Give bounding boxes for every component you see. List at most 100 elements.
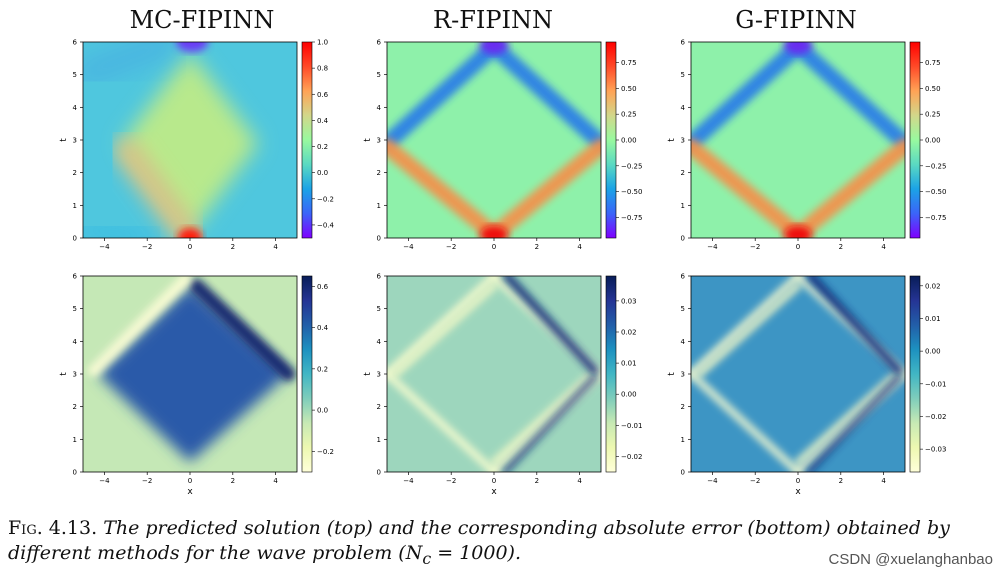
y-tick-label-6-1: 1 bbox=[681, 436, 685, 444]
x-tick-label-3-4: 4 bbox=[881, 243, 886, 251]
x-tick-label-1-1: −2 bbox=[142, 243, 152, 251]
y-tick-label-5-0: 0 bbox=[377, 469, 381, 477]
colorbar-tick-label-3-1: 0.50 bbox=[925, 85, 941, 93]
x-tick-label-2-4: 4 bbox=[577, 243, 582, 251]
x-tick-label-4-0: −4 bbox=[99, 477, 110, 485]
x-tick-label-5-4: 4 bbox=[577, 477, 582, 485]
colorbar-tick-label-3-3: 0.00 bbox=[925, 137, 941, 145]
x-tick-label-4-3: 2 bbox=[231, 477, 235, 485]
colorbar-tick-label-5-2: 0.01 bbox=[621, 360, 637, 368]
y-tick-label-5-5: 5 bbox=[377, 305, 381, 313]
colorbar-tick-label-5-0: 0.03 bbox=[621, 297, 637, 305]
x-tick-label-5-2: 0 bbox=[492, 477, 496, 485]
y-axis-label-6: t bbox=[667, 372, 677, 376]
x-tick-label-5-1: −2 bbox=[446, 477, 456, 485]
y-axis-label-5: t bbox=[363, 372, 373, 376]
x-tick-label-1-3: 2 bbox=[231, 243, 235, 251]
y-axis-label-3: t bbox=[667, 138, 677, 142]
y-axis-label-4: t bbox=[59, 372, 69, 376]
heatmap-field-6 bbox=[691, 276, 905, 472]
colorbar-tick-label-3-2: 0.25 bbox=[925, 111, 941, 119]
y-tick-label-6-3: 3 bbox=[681, 371, 685, 379]
y-tick-label-2-0: 0 bbox=[377, 235, 381, 243]
y-tick-label-4-0: 0 bbox=[73, 469, 77, 477]
colorbar-tick-label-4-3: 0.0 bbox=[317, 407, 328, 415]
x-axis-label-5: x bbox=[491, 487, 497, 497]
colorbar-tick-label-2-5: −0.50 bbox=[621, 188, 642, 196]
colorbar-tick-label-6-0: 0.02 bbox=[925, 282, 941, 290]
x-tick-label-6-3: 2 bbox=[839, 477, 843, 485]
colorbar-tick-label-1-5: 0.0 bbox=[317, 169, 328, 177]
x-tick-label-6-1: −2 bbox=[750, 477, 760, 485]
y-tick-label-3-6: 6 bbox=[681, 39, 686, 47]
y-tick-label-3-5: 5 bbox=[681, 71, 685, 79]
y-tick-label-1-6: 6 bbox=[73, 39, 78, 47]
column-title-mc-fipinn: MC-FIPINN bbox=[129, 6, 275, 34]
colorbar-tick-label-2-0: 0.75 bbox=[621, 59, 637, 67]
y-tick-label-5-1: 1 bbox=[377, 436, 381, 444]
colorbar-tick-label-2-2: 0.25 bbox=[621, 111, 637, 119]
colorbar-4 bbox=[301, 275, 313, 473]
y-tick-label-3-3: 3 bbox=[681, 137, 685, 145]
figure-canvas: −4 −2 0 2 4 0 1 2 3 4 5 6 t 1.0 0.8 0.6 0.4 0.2 0.0 −0.2 −0.… bbox=[59, 39, 946, 498]
colorbar-tick-label-4-0: 0.6 bbox=[317, 283, 329, 291]
colorbar-tick-label-4-2: 0.2 bbox=[317, 365, 328, 373]
y-tick-label-3-1: 1 bbox=[681, 202, 685, 210]
x-axis-label-6: x bbox=[795, 487, 801, 497]
colorbar-tick-label-6-1: 0.01 bbox=[925, 315, 941, 323]
y-tick-label-4-1: 1 bbox=[73, 436, 77, 444]
colorbar-tick-label-2-4: −0.25 bbox=[621, 162, 642, 170]
colorbar-tick-label-3-5: −0.50 bbox=[925, 188, 946, 196]
colorbar-tick-label-1-6: −0.2 bbox=[317, 195, 334, 203]
x-tick-label-2-3: 2 bbox=[535, 243, 539, 251]
x-tick-label-1-0: −4 bbox=[99, 243, 110, 251]
heatmap-field-4 bbox=[83, 276, 297, 472]
column-title-r-fipinn: R-FIPINN bbox=[433, 6, 553, 34]
heatmap-field-3 bbox=[691, 42, 905, 238]
heatmap-field-5 bbox=[387, 276, 601, 472]
x-tick-label-6-2: 0 bbox=[796, 477, 800, 485]
colorbar-5 bbox=[605, 275, 617, 473]
x-tick-label-5-0: −4 bbox=[403, 477, 414, 485]
heatmap-field-1 bbox=[83, 42, 297, 238]
x-tick-label-6-4: 4 bbox=[881, 477, 886, 485]
caption-tail: = 1000). bbox=[431, 542, 522, 564]
x-tick-label-4-4: 4 bbox=[273, 477, 278, 485]
y-tick-label-2-6: 6 bbox=[377, 39, 382, 47]
y-tick-label-4-2: 2 bbox=[73, 403, 77, 411]
y-tick-label-6-4: 4 bbox=[681, 338, 686, 346]
colorbar-1 bbox=[301, 41, 313, 239]
y-tick-label-4-6: 6 bbox=[73, 273, 78, 281]
y-tick-label-1-2: 2 bbox=[73, 169, 77, 177]
x-tick-label-1-2: 0 bbox=[188, 243, 192, 251]
colorbar-tick-label-5-5: −0.02 bbox=[621, 453, 642, 461]
watermark: CSDN @xuelanghanbao bbox=[828, 551, 994, 568]
colorbar-tick-label-6-2: 0.00 bbox=[925, 348, 941, 356]
colorbar-tick-label-5-1: 0.02 bbox=[621, 329, 637, 337]
colorbar-3 bbox=[909, 41, 921, 239]
y-tick-label-6-6: 6 bbox=[681, 273, 686, 281]
x-tick-label-4-1: −2 bbox=[142, 477, 152, 485]
y-tick-label-5-6: 6 bbox=[377, 273, 382, 281]
y-tick-label-4-4: 4 bbox=[73, 338, 78, 346]
caption-subscript: c bbox=[422, 548, 432, 568]
y-tick-label-4-5: 5 bbox=[73, 305, 77, 313]
y-tick-label-6-2: 2 bbox=[681, 403, 685, 411]
y-tick-label-6-0: 0 bbox=[681, 469, 685, 477]
colorbar-tick-label-1-2: 0.6 bbox=[317, 91, 329, 99]
y-tick-label-2-3: 3 bbox=[377, 137, 381, 145]
colorbar-tick-label-4-1: 0.4 bbox=[317, 324, 329, 332]
colorbar-tick-label-5-4: −0.01 bbox=[621, 422, 642, 430]
x-axis-label-4: x bbox=[187, 487, 193, 497]
y-tick-label-2-5: 5 bbox=[377, 71, 381, 79]
x-tick-label-2-1: −2 bbox=[446, 243, 456, 251]
column-title-g-fipinn: G-FIPINN bbox=[735, 6, 857, 34]
y-tick-label-2-1: 1 bbox=[377, 202, 381, 210]
colorbar-2 bbox=[605, 41, 617, 239]
y-tick-label-1-3: 3 bbox=[73, 137, 77, 145]
y-tick-label-5-3: 3 bbox=[377, 371, 381, 379]
y-tick-label-6-5: 5 bbox=[681, 305, 685, 313]
x-tick-label-1-4: 4 bbox=[273, 243, 278, 251]
y-axis-label-2: t bbox=[363, 138, 373, 142]
y-tick-label-4-3: 3 bbox=[73, 371, 77, 379]
